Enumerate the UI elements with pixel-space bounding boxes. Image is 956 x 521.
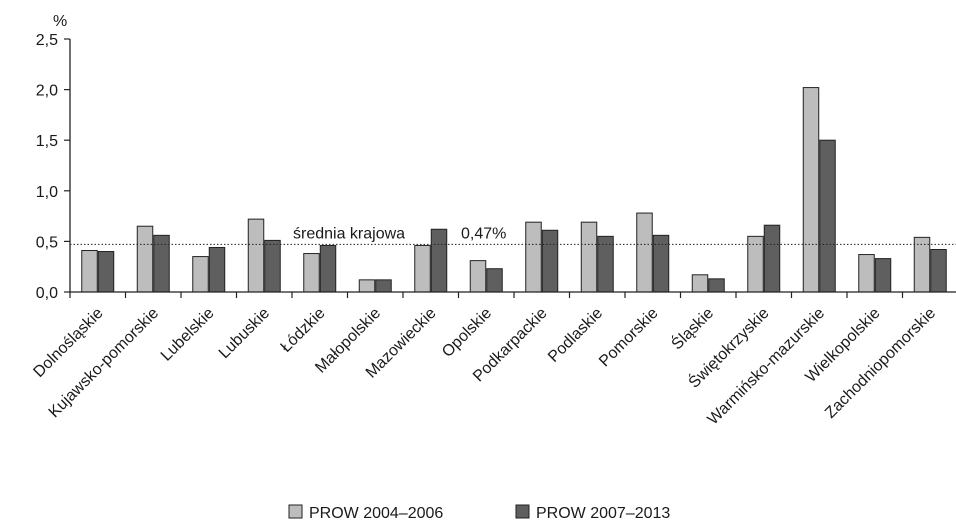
legend: PROW 2004–2006 PROW 2007–2013 xyxy=(288,504,670,521)
y-tick-label: 1,5 xyxy=(36,133,58,150)
category-label: Pomorskie xyxy=(596,305,662,371)
category-labels: DolnośląskieKujawsko-pomorskieLubelskieL… xyxy=(30,303,939,428)
bar-prow-2007-2013 xyxy=(541,229,559,293)
legend-label: PROW 2004–2006 xyxy=(309,505,443,521)
bars-layer xyxy=(81,87,947,293)
y-tick-label: 0,0 xyxy=(36,285,58,302)
bar-prow-2007-2013 xyxy=(652,234,670,293)
bar-prow-2004-2006 xyxy=(469,260,487,293)
bar-prow-2004-2006 xyxy=(525,221,542,293)
bar-prow-2004-2006 xyxy=(192,256,209,293)
category-label: Lubelskie xyxy=(158,305,218,365)
legend-label: PROW 2007–2013 xyxy=(536,505,670,521)
x-axis-ticks xyxy=(69,292,904,298)
bar-prow-2004-2006 xyxy=(691,274,709,293)
category-label: Zachodniopomorskie xyxy=(822,305,939,422)
y-axis-ticks: 0,0 0,5 1,0 1,5 2,0 2,5 xyxy=(36,32,70,302)
y-tick-label: 2,5 xyxy=(36,32,58,49)
bar-prow-2007-2013 xyxy=(930,248,947,293)
y-axis-unit-label: % xyxy=(53,13,67,30)
bar-prow-2007-2013 xyxy=(319,244,337,293)
category-label: Opolskie xyxy=(439,305,495,361)
legend-swatch xyxy=(288,504,303,519)
bar-prow-2007-2013 xyxy=(375,279,392,293)
bar-prow-2007-2013 xyxy=(708,278,725,293)
bar-prow-2004-2006 xyxy=(913,236,931,293)
bar-prow-2004-2006 xyxy=(580,221,598,293)
bar-prow-2004-2006 xyxy=(358,279,376,293)
y-tick-label: 0,5 xyxy=(36,234,58,251)
category-label: Kujawsko-pomorskie xyxy=(46,305,162,421)
legend-swatch xyxy=(515,504,530,519)
bar-prow-2004-2006 xyxy=(858,254,875,293)
y-tick-label: 1,0 xyxy=(36,184,58,201)
y-tick-label: 2,0 xyxy=(36,83,58,100)
category-label: Łódzkie xyxy=(278,305,329,356)
bar-prow-2004-2006 xyxy=(136,225,154,293)
category-label: Lubuskie xyxy=(216,305,273,362)
bar-prow-2007-2013 xyxy=(819,139,836,293)
bar-prow-2007-2013 xyxy=(264,239,281,293)
bar-prow-2004-2006 xyxy=(303,253,320,293)
bar-prow-2004-2006 xyxy=(414,244,431,293)
bar-prow-2007-2013 xyxy=(153,234,170,293)
bar-prow-2004-2006 xyxy=(636,212,653,293)
bar-prow-2007-2013 xyxy=(763,224,781,293)
reference-line-value: 0,47% xyxy=(461,225,506,242)
bar-prow-2004-2006 xyxy=(247,218,265,293)
category-label: Śląskie xyxy=(667,303,717,353)
bar-prow-2007-2013 xyxy=(208,246,226,293)
bar-prow-2007-2013 xyxy=(97,251,115,293)
bar-prow-2007-2013 xyxy=(874,258,892,293)
bar-prow-2007-2013 xyxy=(430,228,448,293)
bar-prow-2004-2006 xyxy=(81,250,98,293)
bar-prow-2007-2013 xyxy=(486,268,503,293)
reference-line-label: średnia krajowa xyxy=(293,225,405,242)
bar-prow-2004-2006 xyxy=(802,87,820,293)
